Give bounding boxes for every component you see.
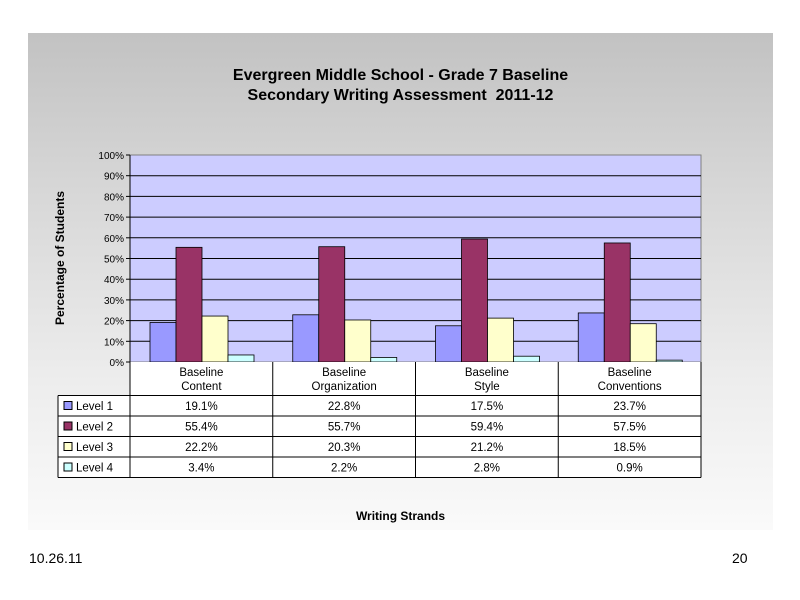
bar-level-4	[513, 355, 540, 363]
legend-entry: Level 4	[76, 463, 114, 475]
y-tick-label: 90%	[104, 172, 124, 183]
legend-swatch	[63, 421, 73, 431]
y-tick-label: 30%	[104, 296, 124, 307]
data-label: 59.4%	[471, 422, 504, 434]
bar-level-4	[227, 354, 255, 363]
data-label: 21.2%	[471, 442, 504, 454]
bar-level-3	[629, 323, 657, 363]
bar-level-1	[577, 312, 605, 363]
category-label: Content	[181, 381, 222, 393]
bar-level-4	[655, 359, 683, 363]
legend-entry: Level 1	[76, 401, 113, 413]
data-label: 55.4%	[185, 422, 218, 434]
category-label: Conventions	[598, 381, 662, 393]
y-tick-label: 60%	[104, 234, 124, 245]
y-tick-label: 0%	[110, 358, 125, 369]
bar-level-2	[603, 242, 631, 363]
bar-level-2	[175, 246, 203, 363]
y-tick-label: 80%	[104, 192, 124, 203]
data-label: 22.8%	[328, 401, 361, 413]
bar-level-2	[461, 238, 488, 363]
category-label: Baseline	[465, 367, 509, 379]
bar-level-1	[149, 322, 177, 363]
data-label: 0.9%	[617, 463, 643, 475]
page-number: 20	[732, 550, 748, 566]
data-label: 20.3%	[328, 442, 361, 454]
data-label: 18.5%	[613, 442, 646, 454]
footer-date: 10.26.11	[29, 550, 83, 566]
x-axis-label: Writing Strands	[355, 509, 446, 523]
y-tick-label: 40%	[104, 275, 124, 286]
bar-level-3	[344, 319, 372, 363]
data-label: 17.5%	[471, 401, 504, 413]
y-tick-label: 10%	[104, 337, 124, 348]
data-label: 19.1%	[185, 401, 218, 413]
y-tick-label: 50%	[104, 255, 124, 266]
category-label: Baseline	[608, 367, 652, 379]
legend-swatch	[63, 401, 73, 410]
bar-level-3	[487, 317, 514, 363]
data-label: 23.7%	[613, 401, 646, 413]
bar-level-2	[318, 246, 346, 363]
y-tick-label: 70%	[104, 213, 124, 224]
category-label: Style	[474, 381, 500, 393]
chart-title-line-1: Evergreen Middle School - Grade 7 Baseli…	[232, 67, 569, 84]
legend-entry: Level 3	[76, 442, 113, 454]
y-tick-label: 20%	[104, 317, 124, 328]
legend-entry: Level 2	[76, 422, 113, 434]
bar-level-3	[201, 315, 229, 363]
bar-level-1	[292, 314, 320, 363]
data-label: 3.4%	[188, 463, 214, 475]
category-label: Baseline	[179, 367, 223, 379]
data-label: 2.8%	[474, 463, 500, 475]
bar-level-1	[435, 325, 462, 363]
data-label: 2.2%	[331, 463, 357, 475]
category-label: Baseline	[322, 367, 366, 379]
chart-title: Evergreen Middle School - Grade 7 Baseli…	[28, 66, 773, 106]
data-label: 57.5%	[613, 422, 646, 434]
legend-swatch	[63, 462, 73, 472]
data-label: 55.7%	[328, 422, 361, 434]
data-label: 22.2%	[185, 442, 218, 454]
category-label: Organization	[312, 381, 377, 393]
chart-title-line-2: Secondary Writing Assessment 2011-12	[247, 87, 554, 104]
bar-level-4	[370, 357, 398, 363]
legend-swatch	[63, 442, 73, 451]
y-tick-label: 100%	[98, 151, 124, 162]
